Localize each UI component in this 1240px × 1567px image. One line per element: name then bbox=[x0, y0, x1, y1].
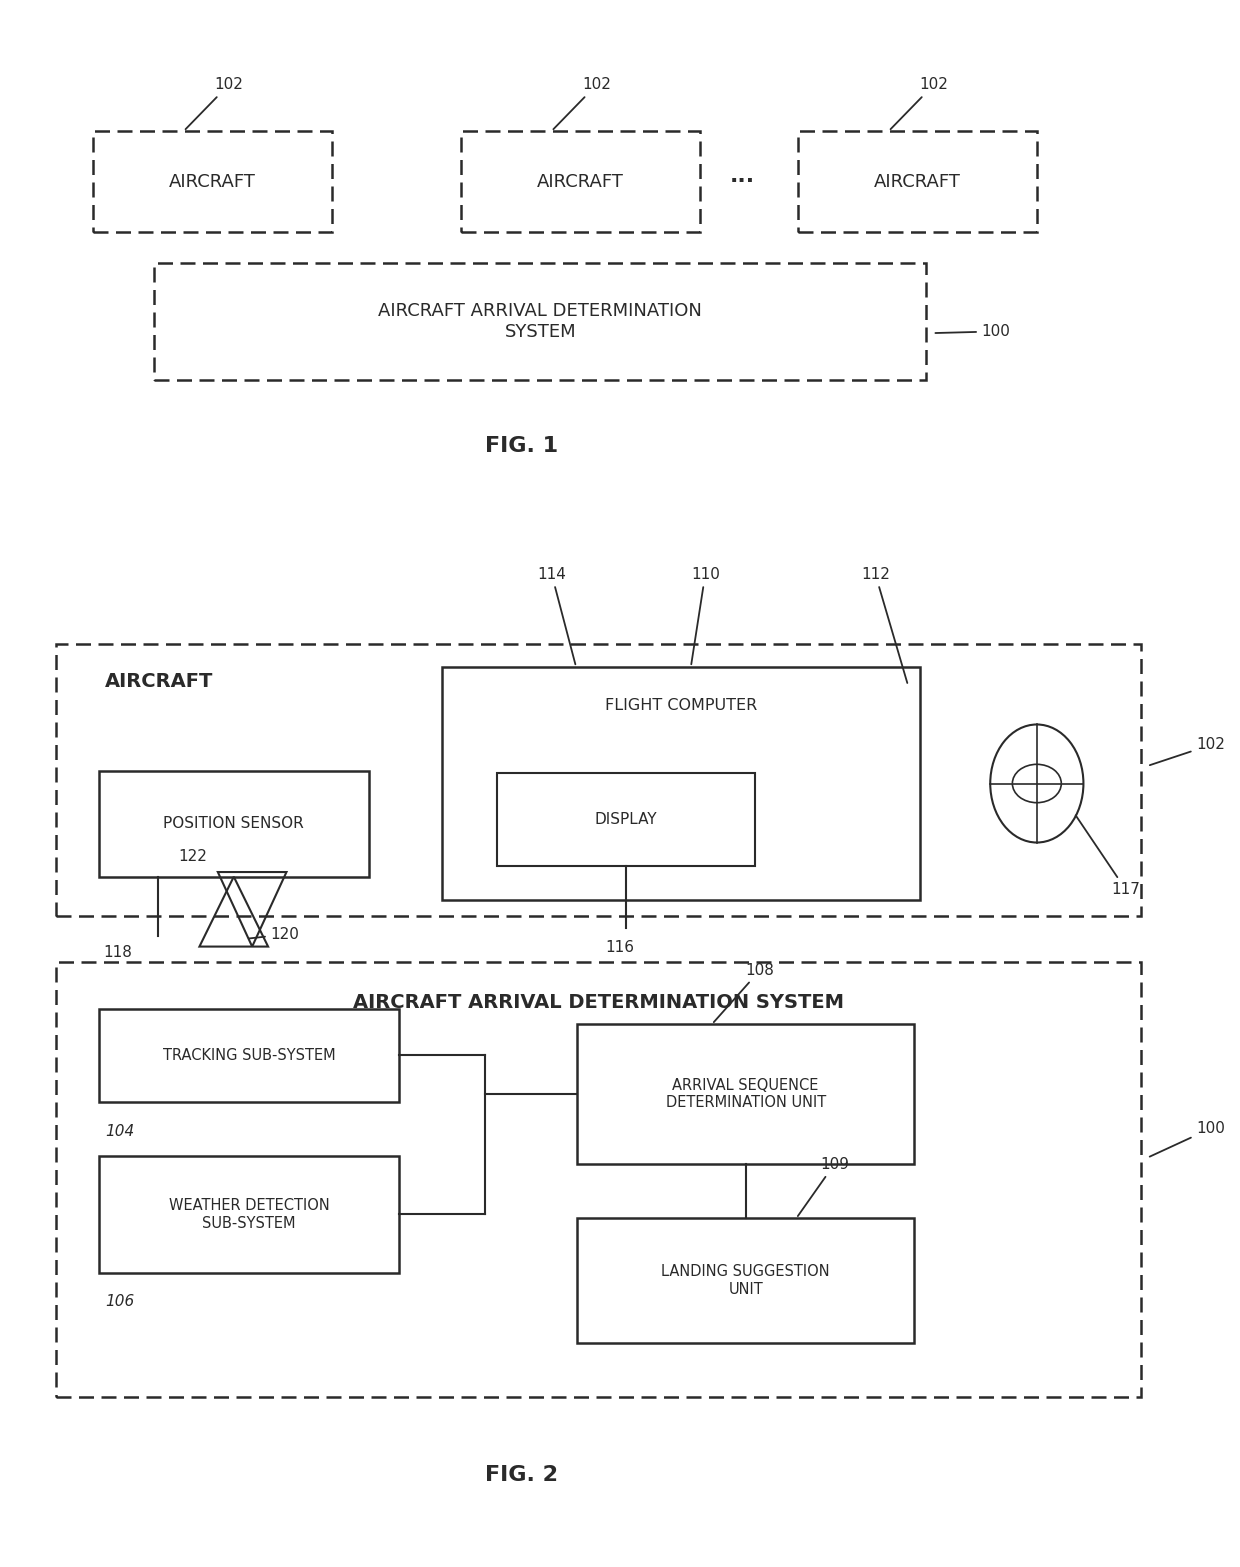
Text: 117: 117 bbox=[1075, 815, 1141, 898]
Text: AIRCRAFT: AIRCRAFT bbox=[874, 172, 961, 191]
Text: DISPLAY: DISPLAY bbox=[595, 812, 657, 827]
Text: ···: ··· bbox=[730, 171, 755, 191]
Text: POSITION SENSOR: POSITION SENSOR bbox=[164, 816, 304, 832]
Text: AIRCRAFT: AIRCRAFT bbox=[169, 172, 255, 191]
Text: AIRCRAFT ARRIVAL DETERMINATION
SYSTEM: AIRCRAFT ARRIVAL DETERMINATION SYSTEM bbox=[378, 302, 702, 342]
Text: FIG. 1: FIG. 1 bbox=[485, 437, 558, 456]
Text: 102: 102 bbox=[890, 77, 949, 128]
Text: FLIGHT COMPUTER: FLIGHT COMPUTER bbox=[605, 697, 758, 713]
Text: 104: 104 bbox=[105, 1124, 134, 1139]
Text: 112: 112 bbox=[861, 567, 908, 683]
Text: LANDING SUGGESTION
UNIT: LANDING SUGGESTION UNIT bbox=[661, 1265, 830, 1297]
Text: 100: 100 bbox=[935, 324, 1011, 338]
Text: 102: 102 bbox=[1149, 738, 1225, 765]
Text: 108: 108 bbox=[714, 962, 775, 1022]
Text: FIG. 2: FIG. 2 bbox=[485, 1465, 558, 1484]
Text: WEATHER DETECTION
SUB-SYSTEM: WEATHER DETECTION SUB-SYSTEM bbox=[169, 1199, 330, 1230]
Text: 110: 110 bbox=[691, 567, 719, 664]
Text: 102: 102 bbox=[186, 77, 243, 128]
Text: AIRCRAFT: AIRCRAFT bbox=[537, 172, 624, 191]
Text: 102: 102 bbox=[553, 77, 611, 128]
Text: 100: 100 bbox=[1149, 1120, 1225, 1156]
Text: 116: 116 bbox=[605, 940, 635, 956]
Text: AIRCRAFT ARRIVAL DETERMINATION SYSTEM: AIRCRAFT ARRIVAL DETERMINATION SYSTEM bbox=[353, 993, 844, 1012]
Text: ARRIVAL SEQUENCE
DETERMINATION UNIT: ARRIVAL SEQUENCE DETERMINATION UNIT bbox=[666, 1078, 826, 1111]
Text: 122: 122 bbox=[179, 849, 207, 865]
Text: 106: 106 bbox=[105, 1294, 134, 1310]
Text: TRACKING SUB-SYSTEM: TRACKING SUB-SYSTEM bbox=[162, 1048, 335, 1062]
Text: 114: 114 bbox=[537, 567, 575, 664]
Text: 109: 109 bbox=[797, 1156, 849, 1216]
Text: AIRCRAFT: AIRCRAFT bbox=[105, 672, 213, 691]
Text: 118: 118 bbox=[103, 945, 131, 961]
Text: 120: 120 bbox=[249, 928, 299, 942]
